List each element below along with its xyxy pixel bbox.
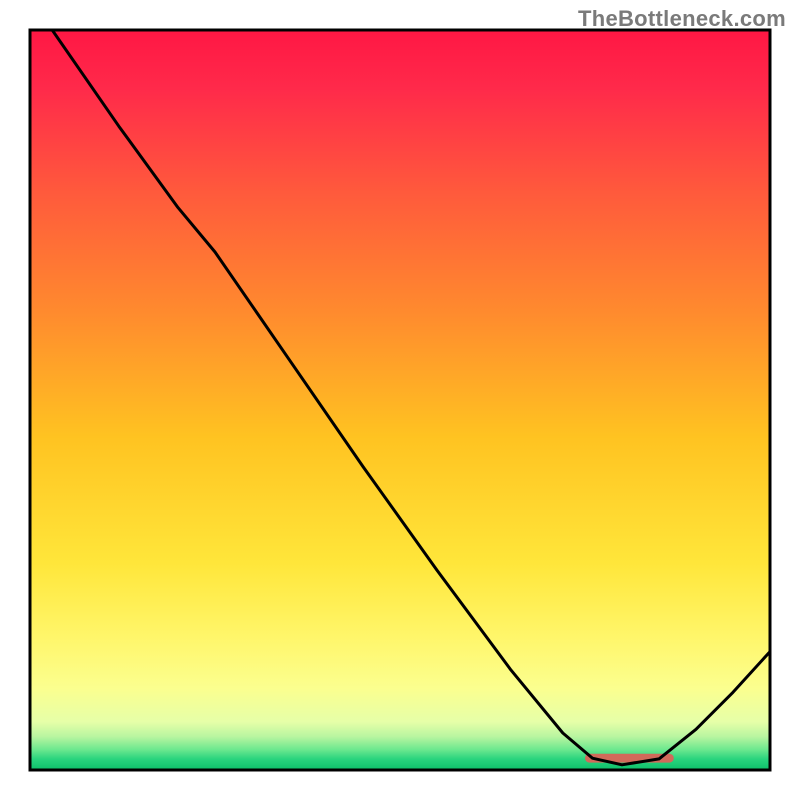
chart-svg <box>0 0 800 800</box>
plot-background <box>30 30 770 770</box>
watermark-text: TheBottleneck.com <box>578 6 786 32</box>
chart-container: TheBottleneck.com <box>0 0 800 800</box>
